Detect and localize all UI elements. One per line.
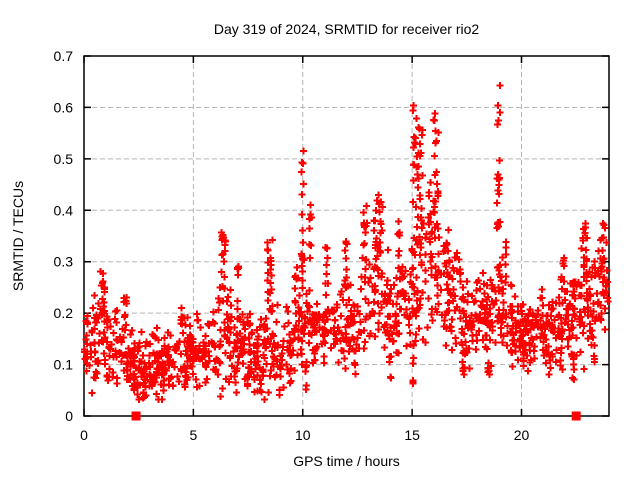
x-tick-label: 15 bbox=[404, 427, 420, 443]
x-axis-label: GPS time / hours bbox=[293, 453, 400, 469]
y-tick-label: 0.3 bbox=[54, 254, 74, 270]
y-tick-label: 0.7 bbox=[54, 48, 74, 64]
x-tick-label: 5 bbox=[189, 427, 197, 443]
x-tick-label: 10 bbox=[295, 427, 311, 443]
flagged-point-square bbox=[571, 411, 581, 421]
y-tick-label: 0.1 bbox=[54, 357, 74, 373]
y-tick-label: 0 bbox=[65, 408, 73, 424]
x-tick-label: 20 bbox=[514, 427, 530, 443]
y-tick-label: 0.2 bbox=[54, 305, 74, 321]
y-tick-label: 0.4 bbox=[54, 202, 74, 218]
data-points-plus bbox=[81, 82, 612, 403]
y-tick-label: 0.6 bbox=[54, 99, 74, 115]
grid-lines bbox=[84, 56, 609, 416]
y-tick-label: 0.5 bbox=[54, 151, 74, 167]
flagged-point-square bbox=[131, 411, 141, 421]
x-tick-label: 0 bbox=[80, 427, 88, 443]
plot-border bbox=[83, 55, 610, 417]
chart-title: Day 319 of 2024, SRMTID for receiver rio… bbox=[213, 21, 480, 37]
